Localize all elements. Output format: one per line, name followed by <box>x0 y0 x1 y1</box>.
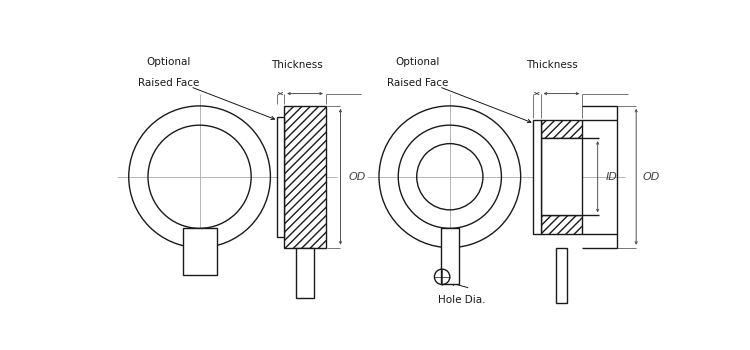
Text: OD: OD <box>642 172 660 182</box>
Text: Raised Face: Raised Face <box>387 78 448 88</box>
Text: OD: OD <box>348 172 365 182</box>
FancyBboxPatch shape <box>541 215 582 234</box>
FancyBboxPatch shape <box>556 247 567 303</box>
FancyBboxPatch shape <box>277 117 284 237</box>
FancyBboxPatch shape <box>183 228 217 274</box>
FancyBboxPatch shape <box>296 247 314 298</box>
Text: ID: ID <box>605 172 617 182</box>
Text: Thickness: Thickness <box>272 60 323 70</box>
Text: Raised Face: Raised Face <box>138 78 200 88</box>
FancyBboxPatch shape <box>541 138 582 215</box>
FancyBboxPatch shape <box>533 120 541 234</box>
Text: Thickness: Thickness <box>526 60 578 70</box>
FancyBboxPatch shape <box>440 228 459 284</box>
Text: Optional: Optional <box>146 57 191 68</box>
Text: Hole Dia.: Hole Dia. <box>438 295 485 304</box>
FancyBboxPatch shape <box>284 106 326 247</box>
FancyBboxPatch shape <box>541 120 582 138</box>
Text: Optional: Optional <box>395 57 439 68</box>
